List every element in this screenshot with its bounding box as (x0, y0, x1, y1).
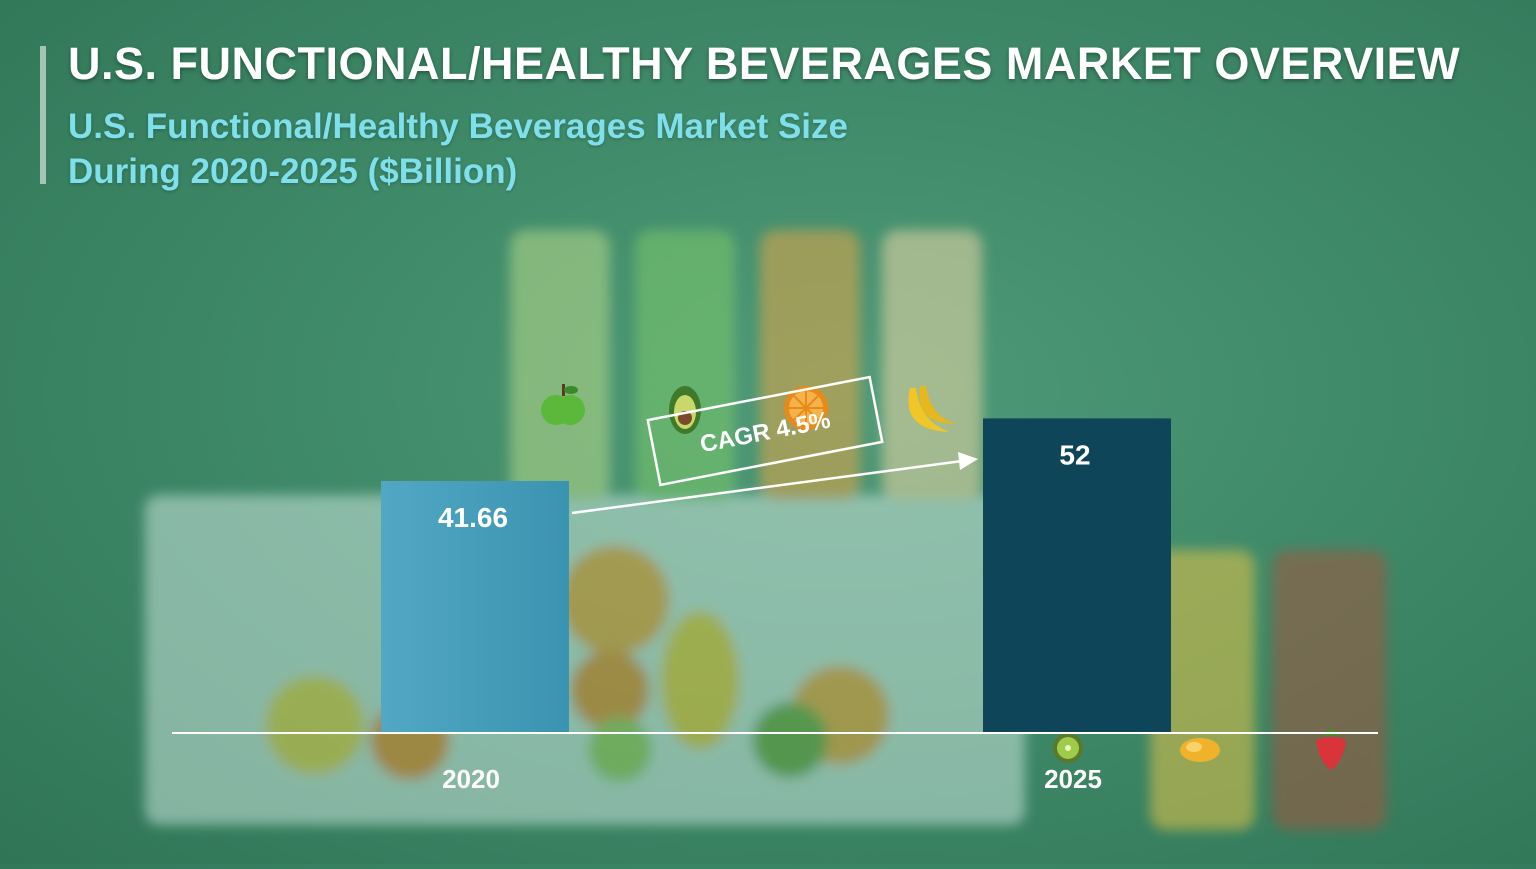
value-label-2020: 41.66 (438, 502, 508, 533)
chart-subtitle: U.S. Functional/Healthy Beverages Market… (68, 104, 1008, 194)
avocado-icon (669, 386, 701, 434)
subtitle-line-2: During 2020-2025 ($Billion) (68, 152, 518, 191)
bars-group: 41.66 52 (381, 418, 1171, 733)
x-tick-labels: 2020 2025 (442, 764, 1102, 794)
value-label-2025: 52 (1059, 439, 1090, 470)
subtitle-line-1: U.S. Functional/Healthy Beverages Market… (68, 107, 848, 146)
cagr-label: CAGR 4.5% (698, 407, 833, 459)
apple-icon (541, 384, 585, 425)
tick-label-2025: 2025 (1044, 764, 1102, 794)
bar-2025 (983, 418, 1171, 733)
mango-icon (1180, 738, 1220, 762)
banana-icon (908, 386, 956, 432)
cagr-box (646, 375, 884, 487)
cagr-arrow (571, 459, 963, 515)
cagr-arrowhead (958, 452, 978, 470)
tick-label-2020: 2020 (442, 764, 500, 794)
bar-2020 (381, 480, 569, 733)
kiwi-icon (1053, 733, 1083, 763)
strawberry-icon (1316, 728, 1346, 770)
title-accent-bar (40, 46, 46, 184)
orange-icon (784, 386, 828, 430)
page-title: U.S. FUNCTIONAL/HEALTHY BEVERAGES MARKET… (68, 38, 1461, 89)
